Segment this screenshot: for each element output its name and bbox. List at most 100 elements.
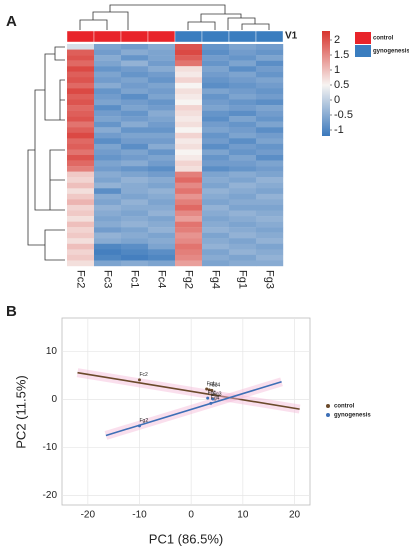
heat-cell — [175, 238, 203, 244]
heat-cell — [148, 132, 176, 139]
heat-cell — [121, 177, 149, 183]
heat-cell — [202, 243, 230, 250]
heat-cell — [229, 99, 257, 106]
heat-cell — [202, 155, 230, 161]
heat-cell — [256, 243, 284, 250]
heat-cell — [175, 177, 203, 183]
heat-cell — [67, 188, 95, 195]
heat-cell — [202, 110, 230, 117]
heat-cell — [229, 182, 257, 189]
heat-cell — [175, 216, 203, 222]
column-dendrogram — [79, 4, 270, 30]
heat-cell — [229, 227, 257, 233]
heat-cell — [256, 44, 284, 50]
x-tick-label: 0 — [188, 510, 194, 521]
heat-cell — [94, 238, 122, 244]
heat-cell — [121, 232, 149, 239]
heat-cell — [175, 243, 203, 250]
heat-cell — [121, 204, 149, 211]
heat-cell — [148, 204, 176, 211]
heat-cell — [229, 260, 257, 267]
heat-cell — [67, 210, 95, 217]
heat-cell — [229, 216, 257, 222]
point-label: Fg2 — [140, 418, 149, 424]
heat-cell — [175, 188, 203, 195]
heat-cell — [94, 77, 122, 84]
column-label: Fc1 — [129, 270, 141, 288]
heat-cell — [175, 182, 203, 189]
heat-cell — [67, 171, 95, 178]
heat-cell — [67, 55, 95, 61]
heat-cell — [148, 177, 176, 183]
heat-cell — [94, 199, 122, 206]
heat-cell — [67, 216, 95, 222]
y-axis-label: PC2 (11.5%) — [13, 375, 28, 448]
heat-cell — [94, 177, 122, 183]
heat-cell — [256, 232, 284, 239]
colorbar — [322, 31, 330, 136]
heat-cell — [256, 71, 284, 78]
heat-cell — [229, 155, 257, 161]
heat-cell — [229, 199, 257, 206]
heat-cell — [67, 260, 95, 267]
heat-cell — [202, 260, 230, 267]
heat-cell — [229, 66, 257, 72]
heat-cell — [121, 166, 149, 172]
heat-cell — [94, 254, 122, 261]
heat-cell — [202, 60, 230, 67]
heat-cell — [256, 55, 284, 61]
heat-cell — [94, 193, 122, 200]
heat-cell — [67, 143, 95, 150]
heat-cell — [256, 149, 284, 156]
heat-cell — [67, 71, 95, 78]
heat-cell — [229, 127, 257, 133]
heat-cell — [67, 193, 95, 200]
heat-cell — [67, 155, 95, 161]
heat-cell — [67, 132, 95, 139]
heat-cell — [148, 71, 176, 78]
heat-cell — [148, 60, 176, 67]
panel-label: B — [6, 303, 17, 320]
group-bar — [147, 30, 176, 43]
heat-cell — [229, 110, 257, 117]
colorbar-tick-label: 2 — [334, 34, 340, 46]
heat-cell — [175, 71, 203, 78]
heat-cell — [148, 182, 176, 189]
heat-cell — [121, 99, 149, 106]
heat-cell — [175, 132, 203, 139]
heat-cell — [148, 88, 176, 95]
legend-swatch — [355, 45, 371, 57]
heat-cell — [121, 116, 149, 122]
heat-cell — [229, 188, 257, 195]
point-label: Fg1 — [208, 390, 217, 396]
group-bar — [120, 30, 149, 43]
heat-cell — [175, 232, 203, 239]
heat-cell — [256, 121, 284, 128]
heat-cell — [256, 210, 284, 217]
heat-cell — [256, 216, 284, 222]
heat-cell — [256, 127, 284, 133]
heat-cell — [94, 60, 122, 67]
heat-cell — [148, 193, 176, 200]
heat-cell — [229, 160, 257, 167]
heat-cell — [94, 227, 122, 233]
heat-cell — [148, 77, 176, 84]
heat-cell — [175, 121, 203, 128]
heat-cell — [67, 243, 95, 250]
heat-cell — [94, 121, 122, 128]
heat-cell — [94, 149, 122, 156]
point-label: Fg4 — [211, 396, 220, 402]
heat-cell — [121, 121, 149, 128]
column-label: Fg3 — [264, 270, 276, 289]
heat-cell — [121, 110, 149, 117]
legend-label: gynogenesis — [373, 49, 409, 55]
heat-cell — [256, 193, 284, 200]
heat-cell — [148, 138, 176, 145]
heat-cell — [202, 49, 230, 56]
heat-cell — [175, 99, 203, 106]
heat-cell — [121, 160, 149, 167]
heat-cell — [202, 182, 230, 189]
heat-cell — [256, 143, 284, 150]
heat-cell — [256, 221, 284, 228]
